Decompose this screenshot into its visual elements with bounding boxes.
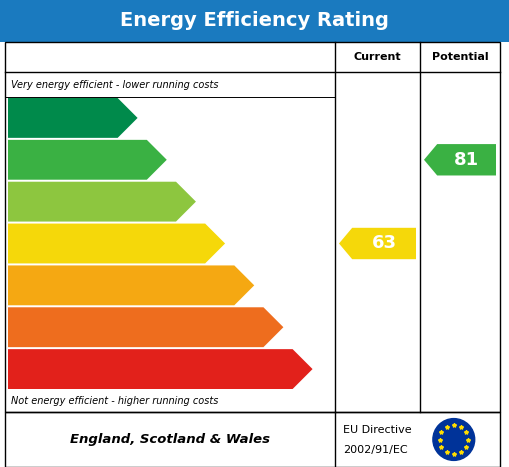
Text: (92+): (92+) [15, 113, 43, 122]
Text: F: F [249, 320, 260, 335]
Text: 63: 63 [372, 234, 397, 253]
Text: Current: Current [354, 52, 401, 62]
Text: 2002/91/EC: 2002/91/EC [343, 446, 408, 455]
Polygon shape [8, 349, 313, 389]
Text: Potential: Potential [432, 52, 488, 62]
Text: Not energy efficient - higher running costs: Not energy efficient - higher running co… [11, 396, 218, 406]
Polygon shape [8, 140, 167, 180]
Text: Energy Efficiency Rating: Energy Efficiency Rating [120, 12, 389, 30]
Text: E: E [220, 278, 230, 293]
Bar [5, 42, 500, 412]
Polygon shape [8, 98, 137, 138]
Polygon shape [424, 144, 496, 176]
Text: B: B [131, 152, 143, 167]
Text: (21-38): (21-38) [15, 323, 52, 332]
Text: (39-54): (39-54) [15, 281, 52, 290]
Polygon shape [8, 307, 284, 347]
Text: (81-91): (81-91) [15, 156, 52, 164]
Text: (55-68): (55-68) [15, 239, 52, 248]
Bar [5, 412, 500, 467]
Bar [0, 0, 509, 42]
Text: Very energy efficient - lower running costs: Very energy efficient - lower running co… [11, 79, 218, 90]
Polygon shape [8, 224, 225, 263]
Text: (1-20): (1-20) [15, 365, 46, 374]
Text: D: D [188, 236, 201, 251]
Text: 81: 81 [454, 151, 479, 169]
Circle shape [433, 418, 475, 460]
Text: (69-80): (69-80) [15, 197, 52, 206]
Text: C: C [161, 194, 172, 209]
Polygon shape [8, 182, 196, 221]
Text: G: G [276, 361, 289, 376]
Polygon shape [339, 228, 416, 259]
Polygon shape [8, 265, 254, 305]
Text: England, Scotland & Wales: England, Scotland & Wales [70, 433, 270, 446]
Text: A: A [102, 110, 114, 126]
Text: EU Directive: EU Directive [343, 425, 412, 435]
